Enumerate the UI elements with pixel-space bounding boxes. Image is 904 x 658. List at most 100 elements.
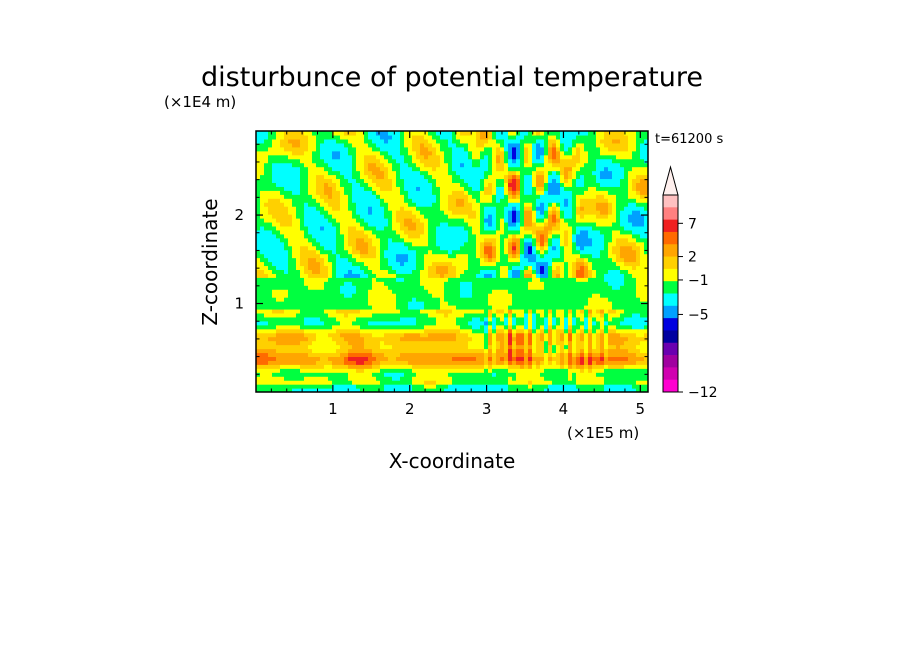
field-cell (516, 178, 521, 183)
field-cell (352, 150, 357, 156)
field-cell (432, 376, 437, 381)
field-cell (520, 380, 525, 385)
field-cell (372, 170, 377, 176)
field-cell (516, 249, 521, 255)
field-cell (436, 297, 441, 302)
field-cell (332, 221, 337, 227)
field-cell (392, 249, 397, 255)
field-cell (500, 332, 505, 338)
field-cell (364, 186, 369, 191)
field-cell (272, 210, 277, 215)
field-cell (392, 320, 397, 326)
field-cell (416, 348, 421, 354)
field-cell (356, 241, 361, 247)
field-cell (524, 186, 529, 191)
field-cell (556, 320, 561, 326)
field-cell (360, 206, 365, 211)
field-cell (344, 166, 349, 172)
field-cell (400, 281, 405, 286)
field-cell (324, 142, 329, 148)
field-cell (308, 218, 313, 223)
field-cell (520, 186, 525, 191)
field-cell (440, 316, 445, 322)
field-cell (336, 301, 341, 306)
field-cell (524, 297, 529, 302)
field-cell (388, 277, 393, 282)
field-cell (300, 305, 305, 310)
field-cell (460, 265, 465, 270)
field-cell (428, 277, 433, 282)
field-cell (352, 198, 357, 203)
field-cell (316, 142, 321, 148)
field-cell (404, 134, 409, 140)
field-cell (516, 328, 521, 334)
field-cell (292, 344, 297, 350)
field-cell (304, 138, 309, 144)
field-cell (516, 308, 521, 314)
field-cell (432, 360, 437, 365)
field-cell (348, 218, 353, 223)
field-cell (264, 210, 269, 215)
field-cell (500, 356, 505, 361)
field-cell (324, 214, 329, 219)
field-cell (260, 297, 265, 302)
field-cell (468, 198, 473, 203)
field-cell (412, 229, 417, 235)
field-cell (412, 138, 417, 144)
field-cell (340, 142, 345, 148)
field-cell (396, 352, 401, 357)
field-cell (392, 194, 397, 199)
field-cell (544, 233, 549, 239)
field-cell (352, 312, 357, 318)
field-cell (272, 265, 277, 270)
field-cell (264, 348, 269, 354)
field-cell (432, 332, 437, 338)
field-cell (348, 372, 353, 377)
field-cell (312, 233, 317, 239)
field-cell (264, 372, 269, 377)
field-cell (380, 158, 385, 164)
field-cell (260, 134, 265, 140)
field-cell (316, 364, 321, 369)
field-cell (356, 348, 361, 354)
field-cell (556, 241, 561, 247)
field-cell (256, 277, 261, 282)
field-cell (480, 138, 485, 144)
field-cell (256, 178, 261, 183)
field-cell (476, 257, 481, 263)
field-cell (372, 245, 377, 251)
field-cell (320, 316, 325, 322)
field-cell (364, 332, 369, 338)
field-cell (412, 162, 417, 168)
field-cell (400, 301, 405, 306)
field-cell (356, 154, 361, 160)
field-cell (492, 352, 497, 357)
field-cell (408, 301, 413, 306)
field-cell (284, 221, 289, 227)
field-cell (304, 142, 309, 148)
field-cell (480, 277, 485, 282)
field-cell (372, 194, 377, 199)
field-cell (556, 372, 561, 377)
field-cell (372, 198, 377, 203)
field-cell (556, 324, 561, 330)
field-cell (312, 198, 317, 203)
field-cell (304, 324, 309, 330)
field-cell (380, 229, 385, 235)
field-cell (340, 293, 345, 298)
field-cell (292, 150, 297, 156)
field-cell (404, 281, 409, 286)
field-cell (524, 194, 529, 199)
field-cell (476, 380, 481, 385)
field-cell (368, 190, 373, 195)
field-cell (436, 293, 441, 298)
field-cell (556, 348, 561, 354)
field-cell (376, 305, 381, 310)
field-cell (368, 237, 373, 243)
field-cell (528, 150, 533, 156)
field-cell (288, 332, 293, 338)
field-cell (348, 364, 353, 369)
field-cell (456, 131, 461, 136)
field-cell (448, 134, 453, 140)
field-cell (376, 308, 381, 314)
